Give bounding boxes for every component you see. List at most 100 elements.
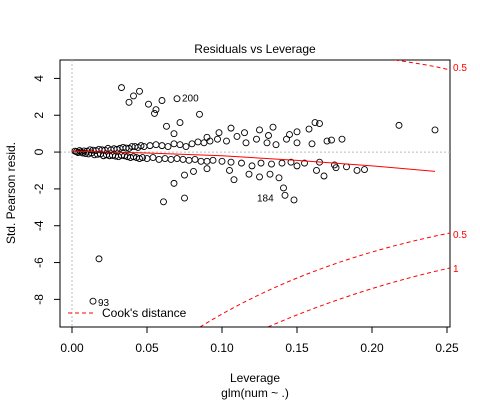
data-point (238, 159, 245, 167)
data-point (151, 109, 158, 117)
data-point (130, 153, 137, 161)
data-point (170, 130, 178, 138)
cooks-contour-label: 0.5 (453, 63, 467, 74)
data-point (95, 255, 103, 263)
scatter-points (71, 84, 439, 305)
x-tick-label: 0.15 (285, 341, 309, 355)
data-point (293, 139, 301, 147)
data-point (242, 139, 250, 147)
data-point (125, 98, 133, 106)
data-point (200, 139, 208, 147)
data-point (145, 100, 152, 108)
data-point (181, 194, 188, 202)
data-point (293, 162, 301, 170)
data-point (265, 132, 272, 139)
cooks-contour-lower-05 (199, 232, 450, 327)
data-point (328, 136, 335, 144)
data-point (158, 142, 166, 150)
point-label: 184 (257, 193, 274, 204)
y-tick-label: 2 (32, 112, 46, 119)
plot-frame (59, 59, 451, 328)
data-point (308, 140, 316, 148)
data-point (278, 159, 286, 167)
data-point (203, 133, 211, 141)
data-point (158, 97, 166, 104)
data-point (190, 167, 197, 175)
data-point (241, 129, 248, 137)
y-axis: -8 -6 -4 -2 0 2 4 (32, 75, 61, 305)
data-point (89, 297, 97, 305)
data-point (227, 124, 235, 132)
data-point (146, 142, 154, 150)
data-point (173, 95, 181, 103)
cooks-contour-label: 0.5 (453, 230, 467, 241)
data-point (269, 123, 277, 131)
data-point (332, 164, 340, 172)
data-point (395, 121, 403, 129)
data-point (215, 129, 223, 137)
data-point (176, 141, 184, 149)
x-tick-label: 0.10 (210, 341, 234, 355)
data-point (272, 141, 280, 149)
data-point (196, 110, 203, 118)
data-point (185, 156, 193, 164)
x-tick-label: 0.00 (60, 341, 84, 355)
data-point (257, 159, 265, 167)
data-point (245, 170, 253, 178)
data-point (139, 154, 146, 162)
data-point (214, 135, 221, 143)
smooth-line-group (71, 150, 436, 172)
cooks-contour-upper-05 (394, 60, 450, 71)
data-point (209, 156, 217, 164)
x-axis: 0.00 0.05 0.10 0.15 0.20 0.25 (60, 326, 459, 355)
data-point (160, 198, 167, 206)
data-point (256, 173, 263, 181)
data-point (167, 155, 175, 163)
data-point (230, 176, 238, 184)
data-point (338, 135, 346, 143)
legend-label: Cook's distance (102, 306, 187, 320)
data-point (161, 155, 169, 162)
data-point (293, 128, 301, 136)
data-point (431, 126, 439, 134)
data-point (218, 157, 226, 165)
x-axis-sublabel: glm(num ~ .) (221, 386, 289, 400)
cooks-contour-labels: 0.5 0.5 1 (453, 63, 467, 275)
point-label: 93 (98, 298, 110, 309)
data-point (227, 158, 235, 166)
data-point (149, 154, 157, 162)
data-point (118, 84, 125, 92)
data-point (163, 122, 170, 130)
data-point (301, 159, 308, 167)
data-point (361, 166, 368, 174)
x-tick-label: 0.05 (135, 341, 159, 355)
y-tick-label: 4 (32, 75, 46, 82)
cooks-contour-label: 1 (453, 264, 459, 275)
data-point (137, 142, 145, 150)
x-tick-label: 0.25 (435, 341, 459, 355)
data-point (316, 120, 323, 127)
y-tick-label: -6 (32, 257, 46, 268)
data-point (203, 165, 211, 173)
x-axis-label: Leverage (230, 371, 280, 385)
data-point (130, 92, 137, 100)
data-point (268, 160, 275, 168)
data-point (136, 155, 143, 162)
data-point (226, 167, 233, 174)
data-point (248, 162, 256, 170)
data-point (203, 157, 211, 165)
data-point (182, 143, 190, 150)
y-axis-label: Std. Pearson resid. (4, 142, 18, 244)
data-point (197, 157, 205, 165)
cooks-contour-lower-1 (267, 267, 450, 327)
y-tick-label: -4 (32, 220, 46, 231)
point-labels: 200 184 93 (98, 94, 274, 310)
data-point (179, 155, 187, 163)
data-point (170, 179, 178, 187)
data-point (191, 155, 199, 163)
data-point (233, 132, 241, 140)
data-point (194, 138, 202, 146)
data-point (266, 170, 274, 178)
